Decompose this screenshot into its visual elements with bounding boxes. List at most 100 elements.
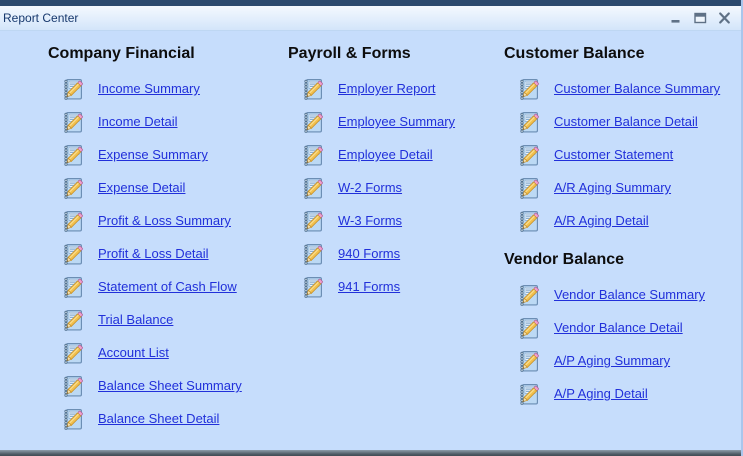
titlebar[interactable]: Report Center	[0, 6, 741, 31]
report-link[interactable]: Employee Detail	[338, 147, 433, 162]
pencil-glyph	[306, 80, 323, 97]
maximize-icon[interactable]	[693, 10, 707, 26]
pencil-glyph	[306, 245, 323, 262]
report-icon	[60, 110, 84, 134]
report-item[interactable]: Employee Detail	[288, 138, 498, 171]
report-link[interactable]: 941 Forms	[338, 279, 401, 294]
report-link[interactable]: Profit & Loss Summary	[98, 213, 231, 228]
report-item[interactable]: 941 Forms	[288, 270, 498, 303]
report-item[interactable]: Customer Balance Summary	[504, 72, 741, 105]
report-link[interactable]: Vendor Balance Summary	[554, 287, 706, 302]
report-icon	[300, 242, 324, 266]
report-link[interactable]: A/P Aging Detail	[554, 386, 648, 401]
pencil-glyph	[66, 278, 83, 295]
report-icon	[60, 143, 84, 167]
report-link[interactable]: Customer Balance Detail	[554, 114, 698, 129]
pencil-glyph	[66, 212, 83, 229]
report-link[interactable]: Employee Summary	[338, 114, 456, 129]
report-item[interactable]: W-2 Forms	[288, 171, 498, 204]
report-link[interactable]: Profit & Loss Detail	[98, 246, 209, 261]
report-item[interactable]: Vendor Balance Detail	[504, 311, 741, 344]
report-link[interactable]: Account List	[98, 345, 169, 360]
report-item[interactable]: Expense Detail	[48, 171, 283, 204]
column-payroll-forms: Payroll & Forms	[288, 44, 498, 303]
pencil-glyph	[66, 146, 83, 163]
pencil-glyph	[522, 179, 539, 196]
report-item[interactable]: A/R Aging Summary	[504, 171, 741, 204]
report-icon	[516, 176, 540, 200]
report-item[interactable]: Customer Balance Detail	[504, 105, 741, 138]
report-link[interactable]: 940 Forms	[338, 246, 401, 261]
report-item[interactable]: 940 Forms	[288, 237, 498, 270]
report-icon	[60, 341, 84, 365]
report-link[interactable]: A/R Aging Detail	[554, 213, 649, 228]
report-item[interactable]: Profit & Loss Detail	[48, 237, 283, 270]
report-link[interactable]: Income Summary	[98, 81, 200, 96]
report-item[interactable]: Employer Report	[288, 72, 498, 105]
report-link[interactable]: Trial Balance	[98, 312, 174, 327]
report-link[interactable]: Income Detail	[98, 114, 178, 129]
report-item[interactable]: A/P Aging Detail	[504, 377, 741, 410]
report-item[interactable]: Employee Summary	[288, 105, 498, 138]
report-link[interactable]: W-3 Forms	[338, 213, 403, 228]
report-link[interactable]: Customer Statement	[554, 147, 674, 162]
pencil-glyph	[306, 278, 323, 295]
report-icon	[60, 407, 84, 431]
pencil-glyph	[66, 179, 83, 196]
report-link[interactable]: Balance Sheet Summary	[98, 378, 242, 393]
report-item[interactable]: Trial Balance	[48, 303, 283, 336]
report-icon	[60, 77, 84, 101]
window-bottom-edge	[0, 450, 741, 456]
report-link[interactable]: A/R Aging Summary	[554, 180, 672, 195]
report-icon	[516, 349, 540, 373]
report-icon	[300, 110, 324, 134]
report-link[interactable]: Vendor Balance Detail	[554, 320, 683, 335]
report-item[interactable]: Balance Sheet Summary	[48, 369, 283, 402]
report-item[interactable]: Statement of Cash Flow	[48, 270, 283, 303]
pencil-glyph	[522, 146, 539, 163]
report-item[interactable]: Customer Statement	[504, 138, 741, 171]
report-item[interactable]: Income Summary	[48, 72, 283, 105]
report-link[interactable]: Customer Balance Summary	[554, 81, 721, 96]
report-icon	[300, 176, 324, 200]
pencil-glyph	[306, 179, 323, 196]
report-icon	[516, 110, 540, 134]
minimize-icon[interactable]	[669, 10, 683, 26]
report-item[interactable]: Account List	[48, 336, 283, 369]
pencil-glyph	[522, 286, 539, 303]
section-heading: Vendor Balance	[504, 251, 625, 268]
report-item[interactable]: Expense Summary	[48, 138, 283, 171]
report-item[interactable]: A/P Aging Summary	[504, 344, 741, 377]
report-link[interactable]: Expense Summary	[98, 147, 208, 162]
pencil-glyph	[306, 146, 323, 163]
report-icon	[516, 283, 540, 307]
pencil-glyph	[66, 245, 83, 262]
report-icon	[516, 143, 540, 167]
report-item[interactable]: Vendor Balance Summary	[504, 278, 741, 311]
report-item[interactable]: Profit & Loss Summary	[48, 204, 283, 237]
report-link[interactable]: A/P Aging Summary	[554, 353, 671, 368]
report-link[interactable]: Balance Sheet Detail	[98, 411, 220, 426]
close-icon[interactable]	[717, 10, 731, 26]
section-heading: Payroll & Forms	[288, 45, 411, 62]
report-section: Company Financial	[48, 44, 283, 435]
report-item[interactable]: A/R Aging Detail	[504, 204, 741, 237]
pencil-glyph	[306, 113, 323, 130]
column-company-financial: Company Financial	[48, 44, 283, 435]
report-icon	[60, 374, 84, 398]
report-link[interactable]: Employer Report	[338, 81, 436, 96]
report-item[interactable]: W-3 Forms	[288, 204, 498, 237]
report-icon	[516, 77, 540, 101]
window-controls	[669, 10, 731, 26]
report-link[interactable]: Statement of Cash Flow	[98, 279, 237, 294]
report-link[interactable]: Expense Detail	[98, 180, 186, 195]
window-title: Report Center	[3, 11, 79, 25]
pencil-glyph	[66, 410, 83, 427]
report-icon	[60, 209, 84, 233]
report-link[interactable]: W-2 Forms	[338, 180, 403, 195]
pencil-glyph	[522, 212, 539, 229]
report-item[interactable]: Balance Sheet Detail	[48, 402, 283, 435]
report-item[interactable]: Income Detail	[48, 105, 283, 138]
pencil-glyph	[522, 385, 539, 402]
